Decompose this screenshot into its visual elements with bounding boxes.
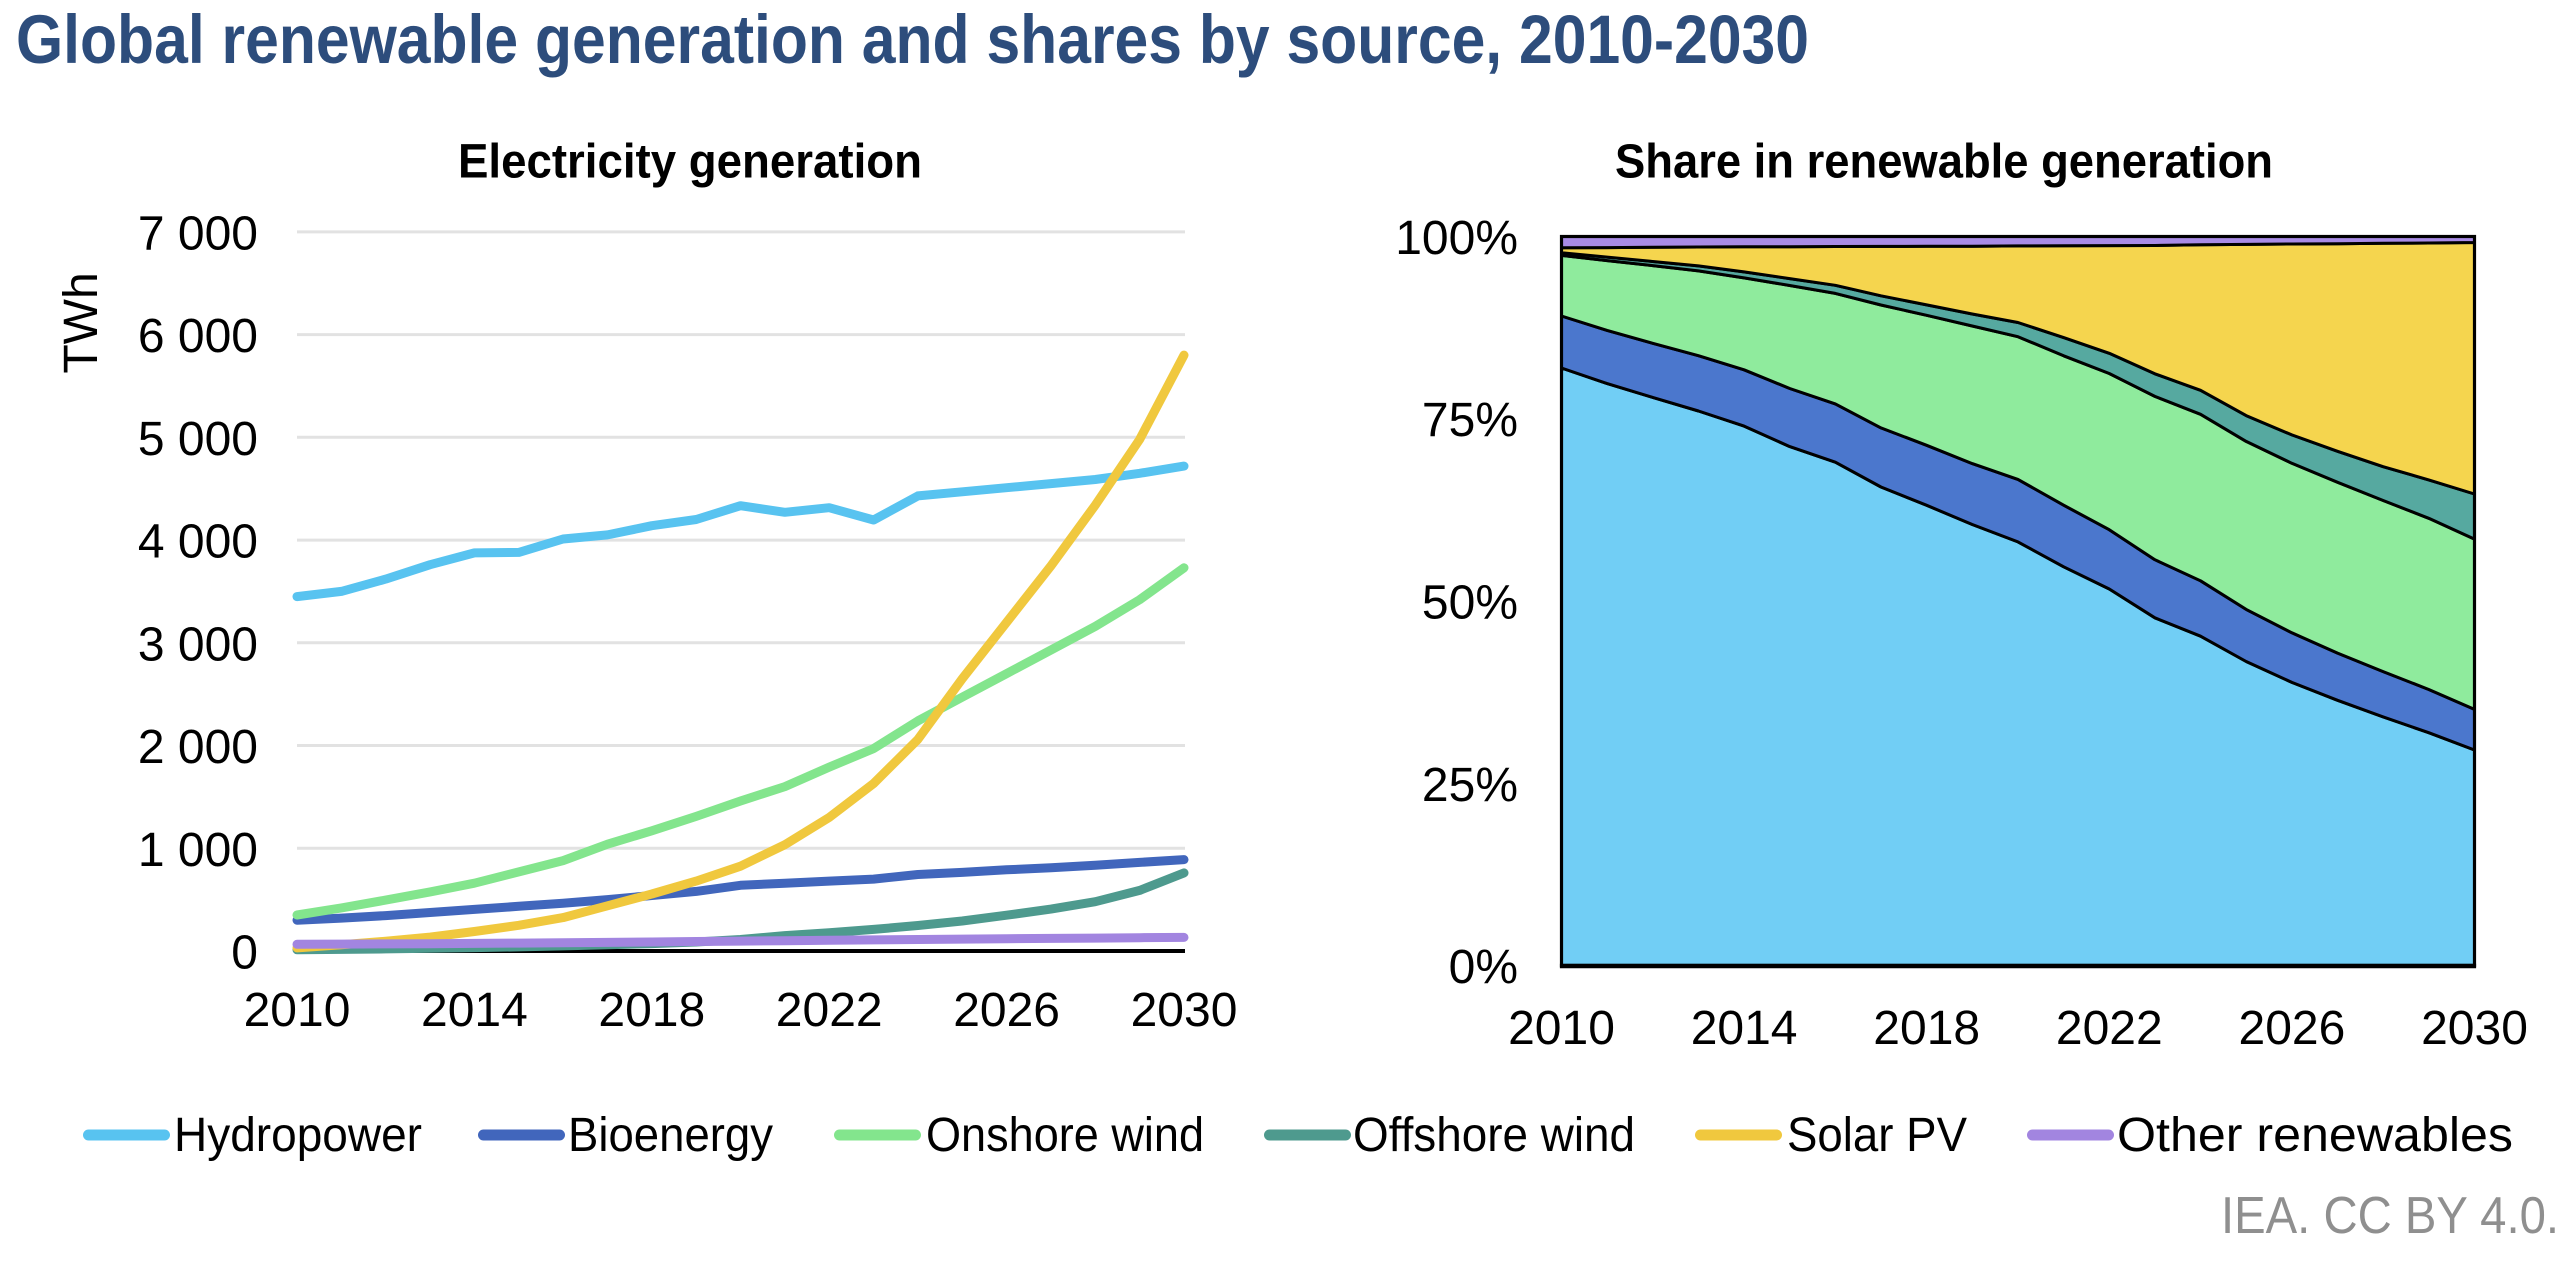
svg-text:50%: 50% xyxy=(1422,577,1518,630)
svg-text:Bioenergy: Bioenergy xyxy=(568,1109,773,1162)
svg-text:2026: 2026 xyxy=(2239,1002,2346,1055)
svg-text:25%: 25% xyxy=(1422,759,1518,812)
svg-text:2010: 2010 xyxy=(1508,1002,1615,1055)
svg-text:2022: 2022 xyxy=(2056,1002,2163,1055)
svg-text:0: 0 xyxy=(231,927,258,980)
svg-text:4 000: 4 000 xyxy=(138,516,258,569)
svg-text:100%: 100% xyxy=(1395,212,1518,265)
svg-text:2030: 2030 xyxy=(1131,984,1238,1037)
svg-text:Offshore wind: Offshore wind xyxy=(1353,1109,1635,1162)
svg-text:Global renewable generation an: Global renewable generation and shares b… xyxy=(16,1,1809,78)
svg-text:TWh: TWh xyxy=(55,272,108,373)
svg-text:2030: 2030 xyxy=(2421,1002,2528,1055)
svg-text:2010: 2010 xyxy=(244,984,351,1037)
svg-text:Onshore wind: Onshore wind xyxy=(926,1109,1204,1162)
svg-text:0%: 0% xyxy=(1449,941,1518,994)
svg-text:2 000: 2 000 xyxy=(138,721,258,774)
svg-text:2018: 2018 xyxy=(1873,1002,1980,1055)
svg-text:IEA. CC BY 4.0.: IEA. CC BY 4.0. xyxy=(2221,1187,2559,1245)
svg-text:2014: 2014 xyxy=(1691,1002,1798,1055)
svg-text:5 000: 5 000 xyxy=(138,413,258,466)
svg-text:Electricity generation: Electricity generation xyxy=(458,136,922,189)
svg-text:Solar PV: Solar PV xyxy=(1787,1109,1967,1162)
svg-text:2026: 2026 xyxy=(953,984,1060,1037)
svg-text:Share in renewable generation: Share in renewable generation xyxy=(1615,136,2273,189)
svg-text:1 000: 1 000 xyxy=(138,824,258,877)
svg-text:75%: 75% xyxy=(1422,394,1518,447)
svg-text:2018: 2018 xyxy=(598,984,705,1037)
svg-text:3 000: 3 000 xyxy=(138,618,258,671)
svg-text:Hydropower: Hydropower xyxy=(174,1109,422,1162)
svg-text:7 000: 7 000 xyxy=(138,207,258,260)
svg-text:2022: 2022 xyxy=(776,984,883,1037)
svg-text:2014: 2014 xyxy=(421,984,528,1037)
svg-text:6 000: 6 000 xyxy=(138,310,258,363)
svg-text:Other renewables: Other renewables xyxy=(2117,1109,2513,1162)
